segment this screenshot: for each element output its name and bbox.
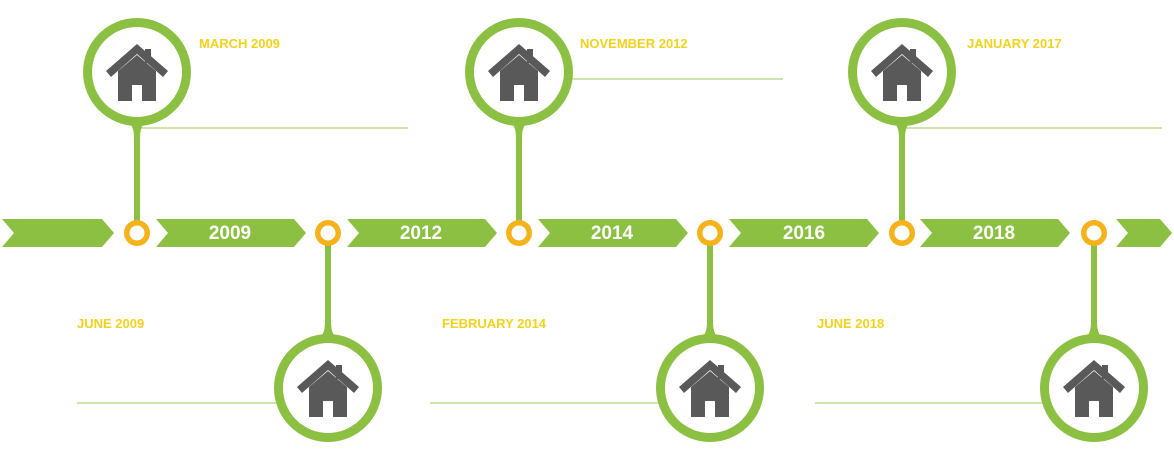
timeline-pins xyxy=(83,18,1148,442)
timeline-dot-6 xyxy=(1081,220,1107,246)
event-stem-6 xyxy=(1078,233,1110,340)
event-pin-6 xyxy=(1040,334,1148,442)
house-icon xyxy=(297,360,359,417)
event-date-june-2009: JUNE 2009 xyxy=(77,316,145,331)
house-icon xyxy=(106,44,168,101)
event-stem-5 xyxy=(886,120,918,233)
timeline-dot-4 xyxy=(697,220,723,246)
event-date-january-2017: JANUARY 2017 xyxy=(967,36,1062,51)
event-pin-3 xyxy=(465,18,573,126)
timeline-dots xyxy=(124,220,1107,246)
event-pin-5 xyxy=(848,18,956,126)
house-icon xyxy=(679,360,741,417)
ribbon-segment-2014 xyxy=(538,219,688,247)
ribbon-segment-start xyxy=(2,219,114,247)
ribbon-segment-2012 xyxy=(347,219,497,247)
timeline-dot-1 xyxy=(124,220,150,246)
event-pin-4 xyxy=(656,334,764,442)
event-stem-4 xyxy=(694,233,726,340)
timeline-dot-2 xyxy=(315,220,341,246)
year-label-2014: 2014 xyxy=(590,223,634,244)
event-date-june-2018: JUNE 2018 xyxy=(817,316,885,331)
ribbon-segment-2018 xyxy=(920,219,1070,247)
ribbon-segment-2009 xyxy=(156,219,306,247)
event-stem-2 xyxy=(312,233,344,340)
year-label-2009: 2009 xyxy=(208,223,252,244)
timeline-dot-5 xyxy=(889,220,915,246)
timeline-ribbon xyxy=(2,219,1172,247)
event-date-november-2012: NOVEMBER 2012 xyxy=(580,36,688,51)
ribbon-segment-end xyxy=(1116,219,1172,247)
timeline-dot-3 xyxy=(506,220,532,246)
year-label-2012: 2012 xyxy=(399,223,443,244)
year-label-2016: 2016 xyxy=(782,223,826,244)
event-pin-2 xyxy=(274,334,382,442)
ribbon-segment-2016 xyxy=(729,219,879,247)
house-icon xyxy=(488,44,550,101)
year-label-2018: 2018 xyxy=(972,223,1016,244)
event-date-february-2014: FEBRUARY 2014 xyxy=(442,316,547,331)
event-stem-1 xyxy=(121,120,153,233)
house-icon xyxy=(871,44,933,101)
event-pin-1 xyxy=(83,18,191,126)
event-stem-3 xyxy=(503,120,535,233)
event-date-march-2009: MARCH 2009 xyxy=(199,36,280,51)
house-icon xyxy=(1063,360,1125,417)
